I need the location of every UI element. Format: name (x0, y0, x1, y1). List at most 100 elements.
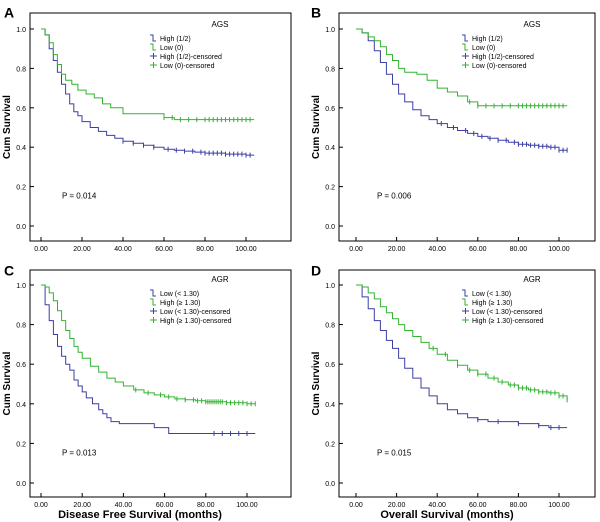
x-tick-label: 100.00 (548, 502, 570, 509)
y-tick-label: 0.6 (16, 106, 26, 113)
y-tick-label: 0.4 (16, 402, 26, 409)
p-value: P = 0.006 (377, 191, 412, 200)
y-tick-label: 0.2 (16, 185, 26, 192)
chart-panel-a: A 0.0 0.2 0.4 0.6 0.8 1.0 0.00 20.00 40.00 60.00 80… (2, 5, 292, 253)
p-value: P = 0.014 (62, 191, 97, 200)
series-line-first (356, 284, 568, 429)
x-axis-label-right: Overall Survival (months) (380, 509, 514, 521)
chart-title: AGR (211, 275, 229, 284)
x-tick-label: 60.00 (469, 502, 487, 509)
chart-title: AGS (212, 20, 229, 29)
x-axis-label-left: Disease Free Survival (months) (58, 509, 222, 521)
plot-frame (338, 269, 596, 498)
series-line-second (41, 284, 256, 405)
panel-letter: A (4, 5, 14, 21)
x-tick-label: 80.00 (197, 502, 215, 509)
y-tick-label: 0.4 (325, 402, 335, 409)
legend-label: Low (0)-censored (472, 63, 527, 70)
legend-label: Low (< 1.30)-censored (160, 309, 230, 316)
plot-frame (338, 12, 596, 242)
p-value: P = 0.013 (62, 448, 97, 457)
x-tick-label: 20.00 (73, 246, 91, 253)
y-tick-label: 0.6 (325, 106, 335, 113)
x-tick-label: 0.00 (349, 502, 363, 509)
x-tick-label: 60.00 (155, 246, 173, 253)
legend-swatch-line (150, 289, 156, 297)
x-tick-label: 40.00 (428, 246, 446, 253)
legend-label: High (1/2)-censored (472, 54, 534, 61)
y-tick-label: 1.0 (325, 283, 335, 290)
x-tick-label: 0.00 (34, 246, 48, 253)
legend-label: High (1/2) (160, 36, 191, 43)
legend-label: High (1/2)-censored (160, 54, 222, 61)
legend-label: High (≥ 1.30)-censored (160, 318, 232, 325)
legend-swatch-line (462, 298, 468, 306)
legend-label: Low (< 1.30) (472, 291, 511, 298)
chart-panel-b: B 0.0 0.2 0.4 0.6 0.8 1.0 0.00 20.00 40.00 60.00 80… (311, 5, 596, 253)
legend-swatch-line (462, 34, 468, 42)
legend-swatch-line (462, 43, 468, 51)
y-axis-label: Cum Survival (311, 95, 322, 159)
x-tick-label: 40.00 (428, 502, 446, 509)
x-tick-label: 100.00 (235, 246, 257, 253)
legend-swatch-line (150, 34, 156, 42)
legend-label: Low (< 1.30) (160, 291, 199, 298)
y-tick-label: 0.0 (16, 481, 26, 488)
y-tick-label: 1.0 (16, 27, 26, 34)
panel-letter: C (4, 263, 14, 279)
x-tick-label: 20.00 (388, 502, 406, 509)
x-tick-label: 40.00 (115, 502, 133, 509)
legend: Low (< 1.30) High (≥ 1.30) Low (< 1.30)-ce… (150, 289, 232, 325)
chart-panel-d: D 0.0 0.2 0.4 0.6 0.8 1.0 0.00 20.00 40.00 60.00 80… (311, 263, 596, 509)
chart-panel-c: C 0.0 0.2 0.4 0.6 0.8 1.0 0.00 20.00 40.00 60.00 80… (2, 263, 292, 509)
chart-title: AGS (524, 20, 541, 29)
y-axis-label: Cum Survival (2, 351, 13, 415)
series-line-first (41, 284, 256, 434)
y-tick-label: 0.8 (16, 323, 26, 330)
x-tick-label: 80.00 (196, 246, 214, 253)
x-tick-label: 80.00 (510, 246, 528, 253)
chart-title: AGR (523, 275, 541, 284)
x-tick-label: 0.00 (34, 502, 48, 509)
y-tick-label: 0.8 (325, 66, 335, 73)
x-tick-label: 0.00 (349, 246, 363, 253)
legend-label: High (≥ 1.30) (472, 300, 512, 307)
legend-label: Low (< 1.30)-censored (472, 309, 542, 316)
legend-swatch-line (150, 43, 156, 51)
x-tick-label: 60.00 (156, 502, 174, 509)
y-tick-label: 1.0 (325, 27, 335, 34)
y-tick-label: 0.2 (325, 185, 335, 192)
legend-label: Low (0) (472, 45, 495, 52)
y-tick-label: 0.6 (16, 362, 26, 369)
legend-label: High (≥ 1.30)-censored (472, 318, 544, 325)
legend: Low (< 1.30) High (≥ 1.30) Low (< 1.30)-ce… (462, 289, 544, 325)
y-tick-label: 0.8 (325, 323, 335, 330)
p-value: P = 0.015 (377, 448, 412, 457)
legend-swatch-line (462, 289, 468, 297)
y-axis-label: Cum Survival (311, 351, 322, 415)
legend-label: Low (0) (160, 45, 183, 52)
x-tick-label: 100.00 (548, 246, 570, 253)
panel-letter: D (311, 263, 321, 279)
y-tick-label: 0.0 (325, 224, 335, 231)
y-tick-label: 1.0 (16, 283, 26, 290)
y-tick-label: 0.2 (16, 441, 26, 448)
x-tick-label: 20.00 (73, 502, 91, 509)
plot-frame (29, 12, 292, 242)
x-tick-label: 40.00 (114, 246, 132, 253)
y-tick-label: 0.8 (16, 66, 26, 73)
series-line-first (41, 28, 255, 156)
series-line-second (356, 284, 568, 400)
legend: High (1/2) Low (0) High (1/2)-censored Low … (150, 34, 222, 70)
y-tick-label: 0.4 (16, 145, 26, 152)
series-line-second (356, 28, 568, 107)
legend: High (1/2) Low (0) High (1/2)-censored Low … (462, 34, 534, 70)
legend-label: High (≥ 1.30) (160, 300, 200, 307)
legend-swatch-line (150, 298, 156, 306)
y-tick-label: 0.0 (16, 224, 26, 231)
x-tick-label: 20.00 (388, 246, 406, 253)
series-line-first (356, 28, 568, 151)
x-tick-label: 60.00 (469, 246, 487, 253)
legend-label: High (1/2) (472, 36, 503, 43)
